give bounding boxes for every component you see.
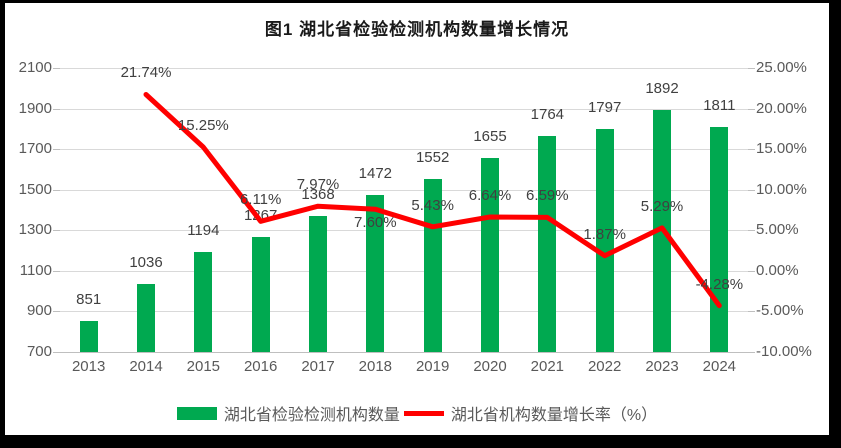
line-series-swatch-icon (403, 410, 444, 416)
bar-value-label: 1655 (473, 128, 507, 146)
gridline (60, 149, 748, 151)
x-axis-line (60, 352, 748, 353)
x-axis-category-label: 2023 (645, 358, 679, 375)
x-axis-category-label: 2022 (587, 358, 622, 375)
bar (79, 321, 98, 352)
x-axis-category-label: 2013 (71, 358, 106, 375)
line-point-label: 15.25% (177, 117, 229, 135)
line-point-label: 6.64% (468, 186, 512, 204)
left-axis-tick (53, 311, 60, 313)
right-axis-tick-label: -10.00% (756, 343, 812, 360)
left-axis-tick-label: 1100 (19, 261, 52, 279)
growth-rate-line (143, 92, 722, 309)
right-axis-tick (748, 68, 755, 69)
line-point-label: 21.74% (120, 64, 172, 82)
x-axis-category-label: 2014 (129, 358, 163, 375)
line-point-label: 7.97% (296, 176, 340, 194)
bar-value-label: 1472 (358, 165, 393, 183)
right-axis-tick-label: -5.00% (756, 302, 804, 320)
left-axis-tick-label: 2100 (18, 59, 52, 76)
bar-value-label: 1892 (645, 80, 679, 98)
bar-series-swatch-icon (176, 406, 217, 420)
x-axis-category-label: 2015 (186, 358, 221, 375)
gridline (60, 68, 748, 69)
left-axis-tick (53, 68, 60, 69)
legend-label-growth-rate: 湖北省机构数量增长率（%） (450, 407, 658, 424)
left-axis-tick (53, 149, 60, 151)
gridline (60, 311, 748, 313)
line-point-label: 6.11% (239, 191, 282, 209)
bar (194, 251, 213, 352)
bar-value-label: 851 (76, 291, 102, 309)
gridline (60, 270, 748, 272)
bar (481, 158, 499, 352)
x-axis-category-label: 2017 (301, 358, 335, 375)
legend: 湖北省检验检测机构数量 湖北省机构数量增长率（%） (5, 401, 829, 425)
right-axis-tick-label: 20.00% (756, 99, 807, 117)
bar (366, 195, 385, 352)
x-axis-category-label: 2020 (473, 358, 507, 375)
legend-item-growth-rate: 湖北省机构数量增长率（%） (403, 401, 658, 425)
chart-title: 图1 湖北省检验检测机构数量增长情况 (264, 20, 570, 39)
x-axis-category-label: 2019 (415, 358, 450, 375)
x-axis-category-label: 2016 (243, 358, 278, 375)
left-axis-tick-label: 1900 (18, 99, 52, 117)
right-axis-tick (748, 270, 755, 272)
bar (137, 283, 155, 352)
right-axis-tick-label: 10.00% (756, 180, 807, 198)
right-axis-tick (748, 108, 755, 110)
right-axis-tick (748, 311, 755, 313)
x-axis-category-label: 2018 (358, 358, 393, 375)
x-axis-category-label: 2021 (530, 358, 565, 375)
left-axis-tick-label: 900 (26, 302, 52, 320)
right-axis-tick (748, 230, 755, 232)
bar (251, 236, 270, 352)
bar (538, 136, 557, 352)
line-point-label: 7.60% (354, 214, 397, 232)
right-axis-tick (748, 352, 755, 353)
bar-value-label: 1368 (301, 186, 335, 204)
bar-value-label: 1036 (129, 253, 163, 271)
bar (595, 129, 614, 352)
line-point-label: 1.87% (583, 225, 626, 243)
left-axis-tick (53, 189, 60, 191)
line-point-label: 5.29% (640, 197, 684, 215)
right-axis-tick-label: 5.00% (756, 221, 799, 239)
right-axis-tick-label: 15.00% (756, 140, 807, 158)
left-axis-tick-label: 1500 (18, 180, 52, 198)
gridline (60, 189, 748, 191)
line-point-label: -4.28% (695, 275, 744, 293)
bar (423, 179, 442, 352)
legend-label-institutions: 湖北省检验检测机构数量 (223, 407, 400, 424)
right-axis-tick (748, 149, 755, 151)
right-axis-tick-label: 0.00% (756, 261, 799, 279)
x-axis-category-label: 2024 (702, 358, 737, 375)
left-axis-tick (53, 108, 60, 110)
left-axis-tick-label: 1700 (18, 140, 52, 158)
gridline (60, 108, 748, 110)
left-axis-tick (53, 230, 60, 232)
gridline (60, 230, 748, 232)
bar-value-label: 1194 (187, 221, 220, 239)
right-axis-tick-label: 25.00% (756, 59, 807, 76)
bar-value-label: 1811 (703, 96, 736, 114)
legend-item-institutions: 湖北省检验检测机构数量 (176, 401, 400, 425)
line-point-label: 5.43% (411, 196, 454, 214)
bar (309, 216, 327, 352)
left-axis-tick-label: 1300 (18, 221, 52, 239)
left-axis-tick (53, 270, 60, 272)
bar-value-label: 1552 (415, 149, 450, 167)
bar-value-label: 1764 (530, 106, 565, 124)
line-point-label: 6.59% (526, 187, 569, 205)
left-axis-tick-label: 700 (26, 343, 52, 360)
left-axis-tick (53, 352, 60, 353)
right-axis-tick (748, 189, 755, 191)
bar-value-label: 1797 (587, 99, 622, 117)
